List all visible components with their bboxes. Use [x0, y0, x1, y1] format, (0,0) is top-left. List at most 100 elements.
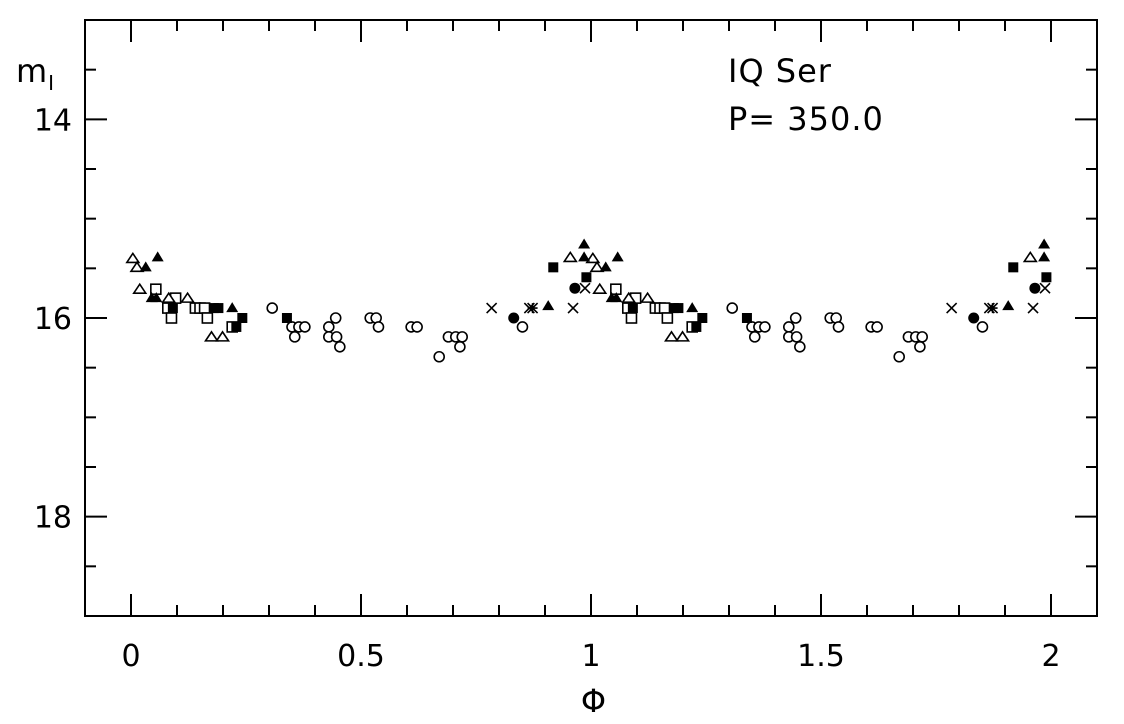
filled-square-point [213, 303, 224, 314]
open-circle-point [329, 312, 342, 324]
open-square-point [625, 312, 638, 324]
open-circle-point [790, 331, 803, 343]
y-axis-label-subscript: I [48, 71, 55, 95]
open-circle-point [748, 331, 761, 343]
filled-square-point [281, 313, 292, 323]
annotation-period: P= 350.0 [728, 100, 884, 138]
filled-square-point [691, 321, 702, 332]
open-circle-point [372, 321, 385, 333]
filled-circle-point [968, 312, 980, 324]
open-triangle-point [215, 330, 231, 342]
y-tick-labels: 14 16 18 [34, 103, 72, 535]
open-triangle-point [589, 260, 605, 273]
open-circle-point [330, 331, 343, 343]
open-circle-point [914, 341, 926, 353]
open-circle-point [726, 302, 739, 314]
open-circle-point [266, 302, 279, 314]
cross-point [1027, 302, 1039, 314]
open-circle-point [893, 350, 906, 363]
open-triangle-point [675, 330, 691, 342]
cross-point [486, 302, 498, 314]
x-tick-label: 2 [1041, 639, 1060, 674]
open-circle-point [871, 321, 883, 333]
open-square-point [661, 312, 674, 324]
cross-point [567, 302, 579, 314]
y-tick-label: 14 [34, 103, 72, 138]
filled-square-point [548, 262, 559, 273]
filled-triangle-point [599, 261, 612, 272]
filled-square-point [741, 313, 752, 323]
data-points [125, 238, 1052, 363]
y-axis-label-main: m [16, 52, 48, 90]
filled-triangle-point [151, 251, 164, 262]
filled-triangle-point [1038, 251, 1051, 262]
cross-point [1039, 282, 1051, 294]
open-triangle-point [204, 330, 219, 342]
x-tick-label: 1.5 [797, 639, 845, 674]
open-circle-point [794, 341, 806, 353]
filled-triangle-point [226, 302, 239, 313]
x-tick-label: 0 [121, 639, 140, 674]
filled-triangle-point [1038, 238, 1051, 249]
filled-square-point [673, 303, 684, 314]
filled-triangle-point [150, 292, 163, 303]
open-triangle-point [161, 291, 177, 303]
filled-square-point [231, 321, 242, 332]
filled-square-point [167, 303, 178, 314]
open-triangle-point [562, 250, 578, 263]
filled-triangle-point [686, 302, 699, 313]
open-triangle-point [640, 291, 656, 303]
filled-triangle-point [139, 261, 152, 272]
filled-triangle-point [578, 251, 591, 262]
open-circle-point [516, 321, 529, 333]
filled-triangle-point [542, 300, 555, 311]
annotation-star-name: IQ Ser [728, 52, 832, 90]
open-circle-point [832, 321, 845, 333]
open-circle-point [299, 321, 311, 333]
open-triangle-point [180, 291, 196, 303]
open-triangle-point [129, 260, 145, 273]
open-triangle-point [592, 282, 608, 294]
x-tick-label: 1 [581, 639, 600, 674]
open-circle-point [334, 341, 346, 353]
open-square-point [165, 312, 178, 324]
filled-square-point [697, 313, 708, 323]
filled-triangle-point [611, 251, 624, 262]
open-circle-point [456, 331, 469, 343]
cross-point [579, 282, 591, 294]
filled-circle-point [569, 282, 581, 294]
y-tick-label: 16 [34, 302, 72, 337]
open-triangle-point [664, 330, 679, 342]
open-square-point [150, 283, 162, 295]
open-circle-point [411, 321, 423, 333]
open-circle-point [789, 312, 802, 324]
open-triangle-point [132, 282, 148, 294]
filled-square-point [1041, 272, 1052, 283]
x-axis-label: Φ [581, 682, 607, 720]
filled-circle-point [1029, 282, 1041, 294]
open-triangle-point [621, 291, 637, 303]
open-circle-point [976, 321, 989, 333]
plot-frame [84, 19, 1098, 617]
open-circle-point [759, 321, 771, 333]
y-tick-label: 18 [34, 501, 72, 536]
filled-square-point [627, 303, 638, 314]
filled-triangle-point [1002, 300, 1015, 311]
filled-square-point [1008, 262, 1019, 273]
asterisk-point [987, 302, 999, 314]
filled-square-point [581, 272, 592, 283]
open-triangle-point [585, 251, 601, 264]
open-triangle-point [1022, 250, 1038, 263]
y-axis-label: mI [16, 52, 55, 95]
filled-circle-point [508, 312, 520, 324]
open-square-point [658, 302, 671, 314]
filled-square-point [237, 313, 248, 323]
cross-point [946, 302, 958, 314]
asterisk-point [527, 302, 539, 314]
open-circle-point [782, 321, 795, 333]
x-tick-labels: 0 0.5 1 1.5 2 [121, 639, 1060, 674]
filled-triangle-point [578, 238, 591, 249]
open-circle-point [454, 341, 466, 353]
x-tick-label: 0.5 [337, 639, 385, 674]
